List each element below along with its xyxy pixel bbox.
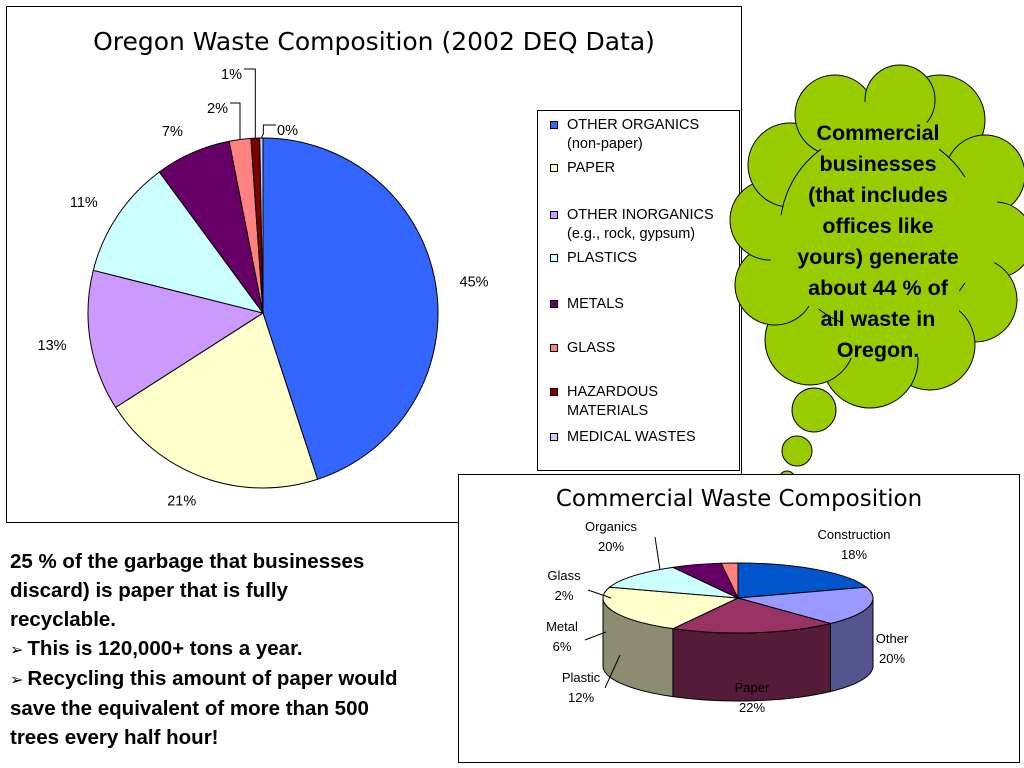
leader-line	[587, 589, 612, 599]
data-label-name: Construction	[818, 527, 891, 542]
bullet-line: trees every half hour!	[10, 726, 219, 749]
leader-line	[260, 124, 276, 139]
data-label-value: 6%	[553, 639, 572, 654]
legend-label: PAPER	[567, 160, 616, 176]
data-label: 7%	[162, 124, 183, 140]
leader-line	[584, 631, 607, 641]
data-label: 1%	[221, 67, 242, 83]
leader-line	[654, 536, 661, 571]
callout-text: Commercial businesses (that includes off…	[770, 118, 986, 366]
bullet-line: Recycling this amount of paper would	[27, 667, 398, 690]
legend-swatch	[550, 344, 558, 352]
data-label-name: Metal	[546, 619, 578, 634]
callout-line: (that includes	[808, 183, 948, 207]
callout-line: businesses	[819, 152, 937, 176]
legend-swatch	[550, 211, 558, 219]
legend-item-other-organics: OTHER ORGANICS (non-paper)	[550, 116, 736, 154]
callout-line: yours) generate	[797, 245, 959, 269]
leader-line	[604, 654, 621, 689]
legend-label: OTHER ORGANICS (non-paper)	[567, 117, 700, 152]
leader-line	[244, 68, 256, 139]
bullet-line: This is 120,000+ tons a year.	[27, 637, 303, 660]
pie-slice-2	[114, 312, 319, 489]
legend-label: PLASTICS	[567, 250, 638, 266]
data-label-name: Organics	[585, 519, 638, 534]
bullet-item: ➢ Recycling this amount of paper would sa…	[10, 664, 458, 752]
callout-line: about 44 % of	[808, 276, 948, 300]
legend-label: HAZARDOUS MATERIALS	[567, 384, 659, 419]
legend-swatch	[550, 164, 558, 172]
legend-swatch	[550, 433, 558, 441]
data-label: 0%	[277, 123, 298, 139]
callout-line: Oregon.	[836, 338, 920, 362]
legend-label: OTHER INORGANICS (e.g., rock, gypsum)	[567, 207, 714, 242]
legend-swatch	[550, 300, 558, 308]
data-label-value: 18%	[841, 547, 867, 562]
pie-slice-4	[92, 171, 265, 314]
data-label: 11%	[70, 195, 98, 211]
thought-bubble-dot	[791, 387, 837, 433]
intro-line: discard) is paper that is fully	[10, 579, 288, 602]
pie-top-2	[737, 586, 874, 625]
thought-bubble-dot	[781, 435, 813, 467]
legend-item-paper: PAPER	[550, 159, 736, 178]
data-label-value: 20%	[879, 651, 905, 666]
legend-swatch	[550, 121, 558, 129]
intro-line: recyclable.	[10, 608, 116, 631]
legend-label: GLASS	[567, 340, 616, 356]
legend-swatch	[550, 254, 558, 262]
summary-text-block: 25 % of the garbage that businesses disc…	[10, 547, 458, 752]
data-label-name: Paper	[735, 680, 770, 695]
arrow-bullet-icon: ➢	[10, 670, 24, 689]
thought-cloud	[729, 64, 1024, 488]
legend-swatch	[550, 388, 558, 396]
cloud-fill	[840, 290, 920, 370]
arrow-bullet-icon: ➢	[10, 640, 24, 659]
data-label-value: 20%	[598, 539, 624, 554]
legend-item-other-inorganics: OTHER INORGANICS (e.g., rock, gypsum)	[550, 206, 736, 244]
data-label: 45%	[460, 275, 489, 291]
data-label-value: 2%	[555, 588, 574, 603]
data-label-name: Other	[876, 631, 909, 646]
cloud-fill	[770, 190, 890, 310]
data-label-value: 12%	[568, 690, 594, 705]
legend-item-plastics: PLASTICS	[550, 249, 736, 268]
pie-top-7	[720, 562, 739, 599]
pie-slice-3	[87, 269, 265, 409]
legend-label: MEDICAL WASTES	[567, 429, 696, 445]
data-label-name: Glass	[547, 568, 581, 583]
leader-line	[229, 102, 241, 140]
data-label-value: 22%	[739, 700, 765, 715]
pie-slice-1	[262, 137, 439, 480]
bullet-line: save the equivalent of more than 500	[10, 697, 369, 720]
legend-item-metals: METALS	[550, 295, 736, 314]
legend-item-medical: MEDICAL WASTES	[550, 428, 736, 447]
cloud-fill	[895, 175, 1005, 285]
commercial-chart-title: Commercial Waste Composition	[555, 486, 923, 512]
data-label-name: Plastic	[562, 670, 601, 685]
callout-line: Commercial	[816, 121, 940, 145]
pie-top-3	[671, 597, 833, 634]
legend-label: METALS	[567, 296, 624, 312]
data-label: 13%	[38, 338, 67, 354]
pie-top-4	[602, 586, 740, 630]
pie-top-1	[737, 562, 868, 599]
data-label: 21%	[167, 493, 196, 509]
callout-line: all waste in	[820, 307, 936, 331]
data-label: 2%	[207, 101, 228, 117]
legend-item-glass: GLASS	[550, 339, 736, 358]
intro-paragraph: 25 % of the garbage that businesses disc…	[10, 547, 458, 634]
oregon-chart-title: Oregon Waste Composition (2002 DEQ Data)	[93, 27, 655, 56]
intro-line: 25 % of the garbage that businesses	[10, 550, 365, 573]
oregon-chart-legend: OTHER ORGANICS (non-paper) PAPER OTHER I…	[537, 110, 740, 471]
legend-item-hazardous: HAZARDOUS MATERIALS	[550, 383, 736, 421]
pie-top-5	[608, 566, 739, 599]
bullet-item: ➢ This is 120,000+ tons a year.	[10, 634, 458, 664]
cloud-fill	[820, 100, 940, 220]
callout-line: offices like	[822, 214, 934, 238]
